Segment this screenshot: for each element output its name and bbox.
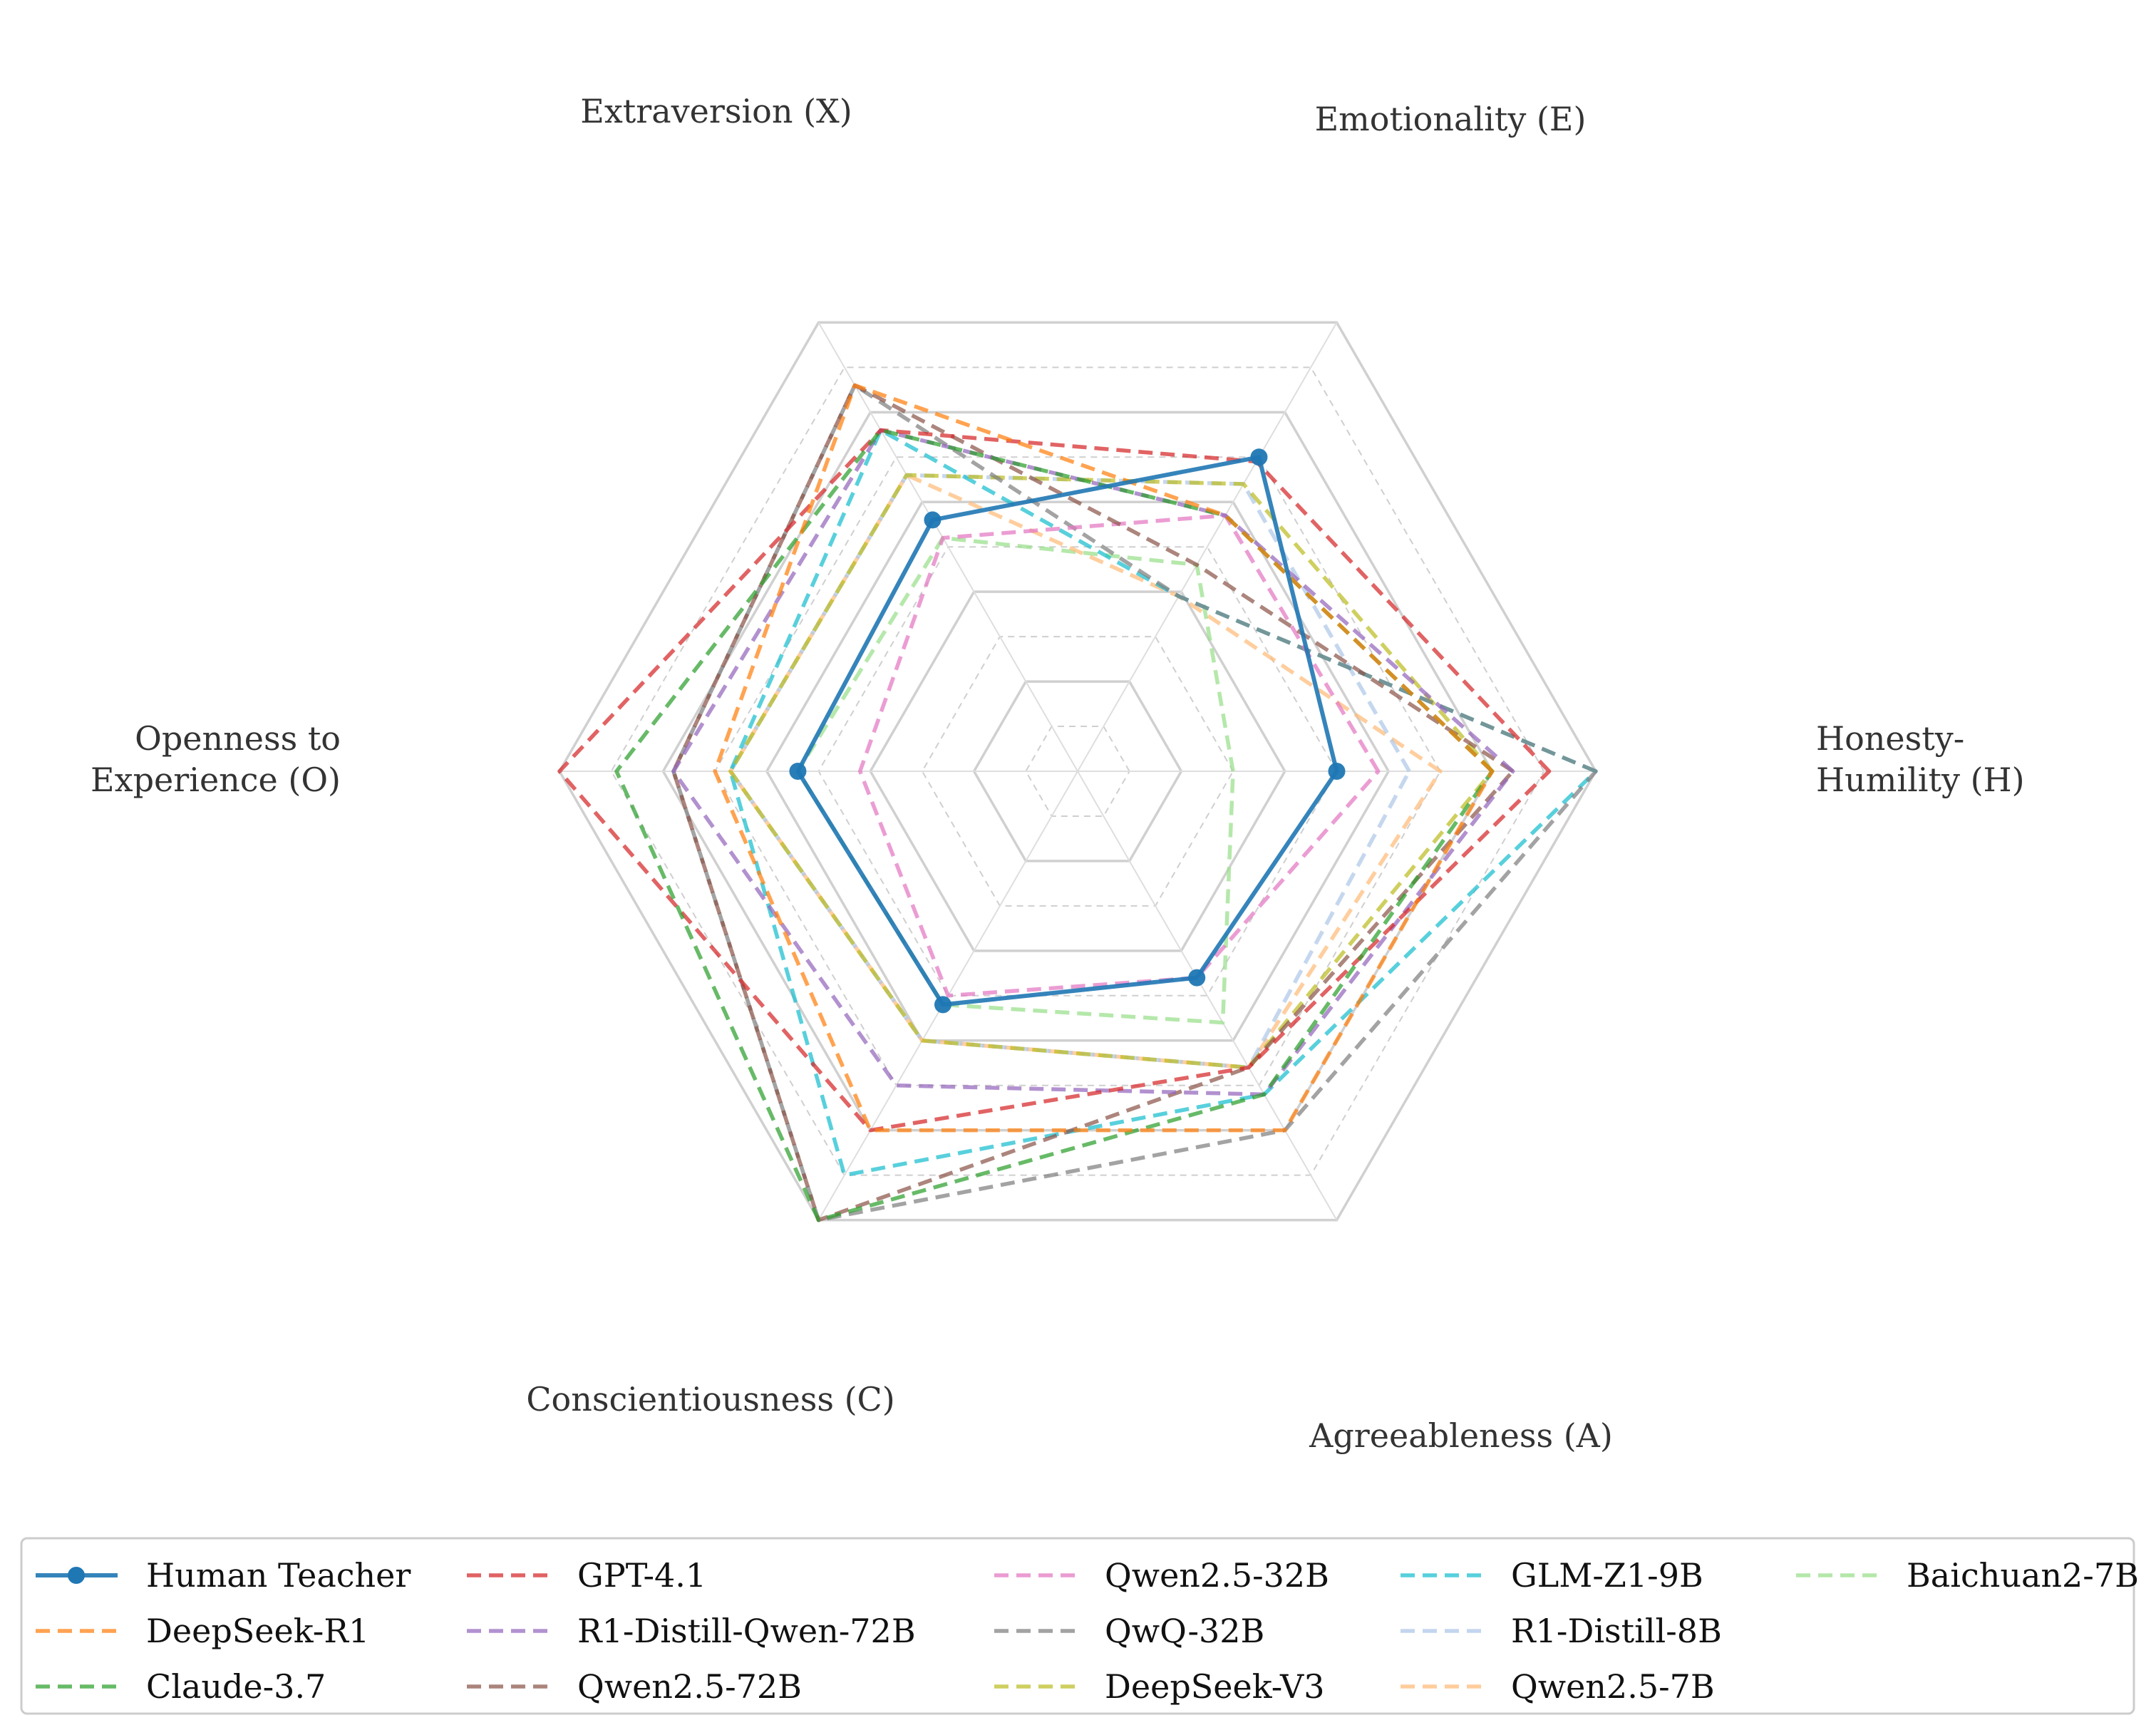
series-point xyxy=(1250,448,1268,466)
legend-label: QwQ-32B xyxy=(1105,1612,1264,1650)
series-line xyxy=(614,428,1495,1222)
legend-item-r1-distill-8b: R1-Distill-8B xyxy=(1401,1612,1722,1650)
axis-labels: Honesty-Humility (H) Emotionality (E) Extr… xyxy=(91,92,2025,1455)
axis-label-x: Extraversion (X) xyxy=(580,92,852,130)
series-point xyxy=(934,996,951,1014)
legend-item-deepseek-r1: DeepSeek-R1 xyxy=(36,1612,369,1650)
legend-label: DeepSeek-R1 xyxy=(146,1612,369,1650)
axis-label-c: Conscientiousness (C) xyxy=(526,1380,894,1419)
legend-item-qwen2-5-32b: Qwen2.5-32B xyxy=(994,1556,1329,1595)
legend-label: R1-Distill-8B xyxy=(1511,1612,1722,1650)
legend-label: Human Teacher xyxy=(146,1556,411,1595)
grid-spoke xyxy=(1077,771,1338,1221)
series-layer xyxy=(557,383,1598,1222)
series-point xyxy=(789,763,807,780)
legend-label: Baichuan2-7B xyxy=(1907,1556,2139,1595)
series-qwq-32b xyxy=(671,383,1598,1222)
series-point xyxy=(924,511,942,529)
series-claude-3-7 xyxy=(614,428,1495,1222)
series-line xyxy=(557,428,1552,1133)
grid-spoke xyxy=(817,321,1078,772)
grid-spoke xyxy=(1077,321,1338,772)
legend: Human Teacher DeepSeek-R1 Claude-3.7 GPT-4.… xyxy=(20,1537,2139,1715)
legend-item-deepseek-v3: DeepSeek-V3 xyxy=(994,1667,1324,1706)
legend-item-baichuan2-7b: Baichuan2-7B xyxy=(1796,1556,2139,1595)
legend-item-qwen2-5-72b: Qwen2.5-72B xyxy=(467,1667,802,1706)
legend-item-r1-distill-qwen-72b: R1-Distill-Qwen-72B xyxy=(467,1612,916,1650)
axis-label-line: Emotionality (E) xyxy=(1315,100,1587,138)
axis-label-a: Agreeableness (A) xyxy=(1309,1416,1613,1455)
series-line xyxy=(713,383,1495,1133)
series-qwen2-5-72b xyxy=(671,383,1515,1222)
legend-item-qwq-32b: QwQ-32B xyxy=(994,1612,1264,1650)
series-line xyxy=(671,383,1515,1222)
legend-label: GLM-Z1-9B xyxy=(1511,1556,1703,1595)
series-r1-distill-qwen-72b xyxy=(671,428,1515,1097)
axis-label-line: Openness to xyxy=(135,719,341,758)
legend-label: Claude-3.7 xyxy=(146,1667,326,1706)
axis-label-e: Emotionality (E) xyxy=(1315,100,1587,138)
legend-item-human-teacher: Human Teacher xyxy=(36,1556,411,1595)
series-gpt-4-1 xyxy=(557,428,1552,1133)
axis-label-line: Experience (O) xyxy=(91,761,341,799)
axis-label-o: Openness to Experience (O) xyxy=(91,719,341,799)
legend-frame xyxy=(20,1537,2135,1715)
legend-item-claude-3-7: Claude-3.7 xyxy=(36,1667,326,1706)
legend-label: DeepSeek-V3 xyxy=(1105,1667,1324,1706)
axis-label-line: Agreeableness (A) xyxy=(1309,1416,1613,1455)
axis-label-line: Conscientiousness (C) xyxy=(526,1380,894,1419)
axis-label-line: Honesty- xyxy=(1816,719,1964,758)
series-line xyxy=(671,383,1598,1222)
legend-label: Qwen2.5-72B xyxy=(577,1667,802,1706)
axis-label-line: Humility (H) xyxy=(1816,761,2025,799)
legend-item-glm-z1-9b: GLM-Z1-9B xyxy=(1401,1556,1703,1595)
legend-label: GPT-4.1 xyxy=(577,1556,706,1595)
legend-label: Qwen2.5-7B xyxy=(1511,1667,1715,1706)
series-line xyxy=(728,473,1495,1070)
series-human-teacher xyxy=(789,448,1346,1014)
legend-marker xyxy=(68,1567,85,1584)
axis-label-h: Honesty-Humility (H) xyxy=(1816,719,2025,799)
series-point xyxy=(1188,969,1206,987)
series-deepseek-v3 xyxy=(728,473,1495,1070)
legend-item-gpt-4-1: GPT-4.1 xyxy=(467,1556,706,1595)
legend-item-qwen2-5-7b: Qwen2.5-7B xyxy=(1401,1667,1715,1706)
axis-label-line: Extraversion (X) xyxy=(580,92,852,130)
series-line xyxy=(671,428,1515,1097)
series-deepseek-r1 xyxy=(713,383,1495,1133)
legend-label: Qwen2.5-32B xyxy=(1105,1556,1329,1595)
series-point xyxy=(1328,763,1346,780)
legend-label: R1-Distill-Qwen-72B xyxy=(577,1612,916,1650)
